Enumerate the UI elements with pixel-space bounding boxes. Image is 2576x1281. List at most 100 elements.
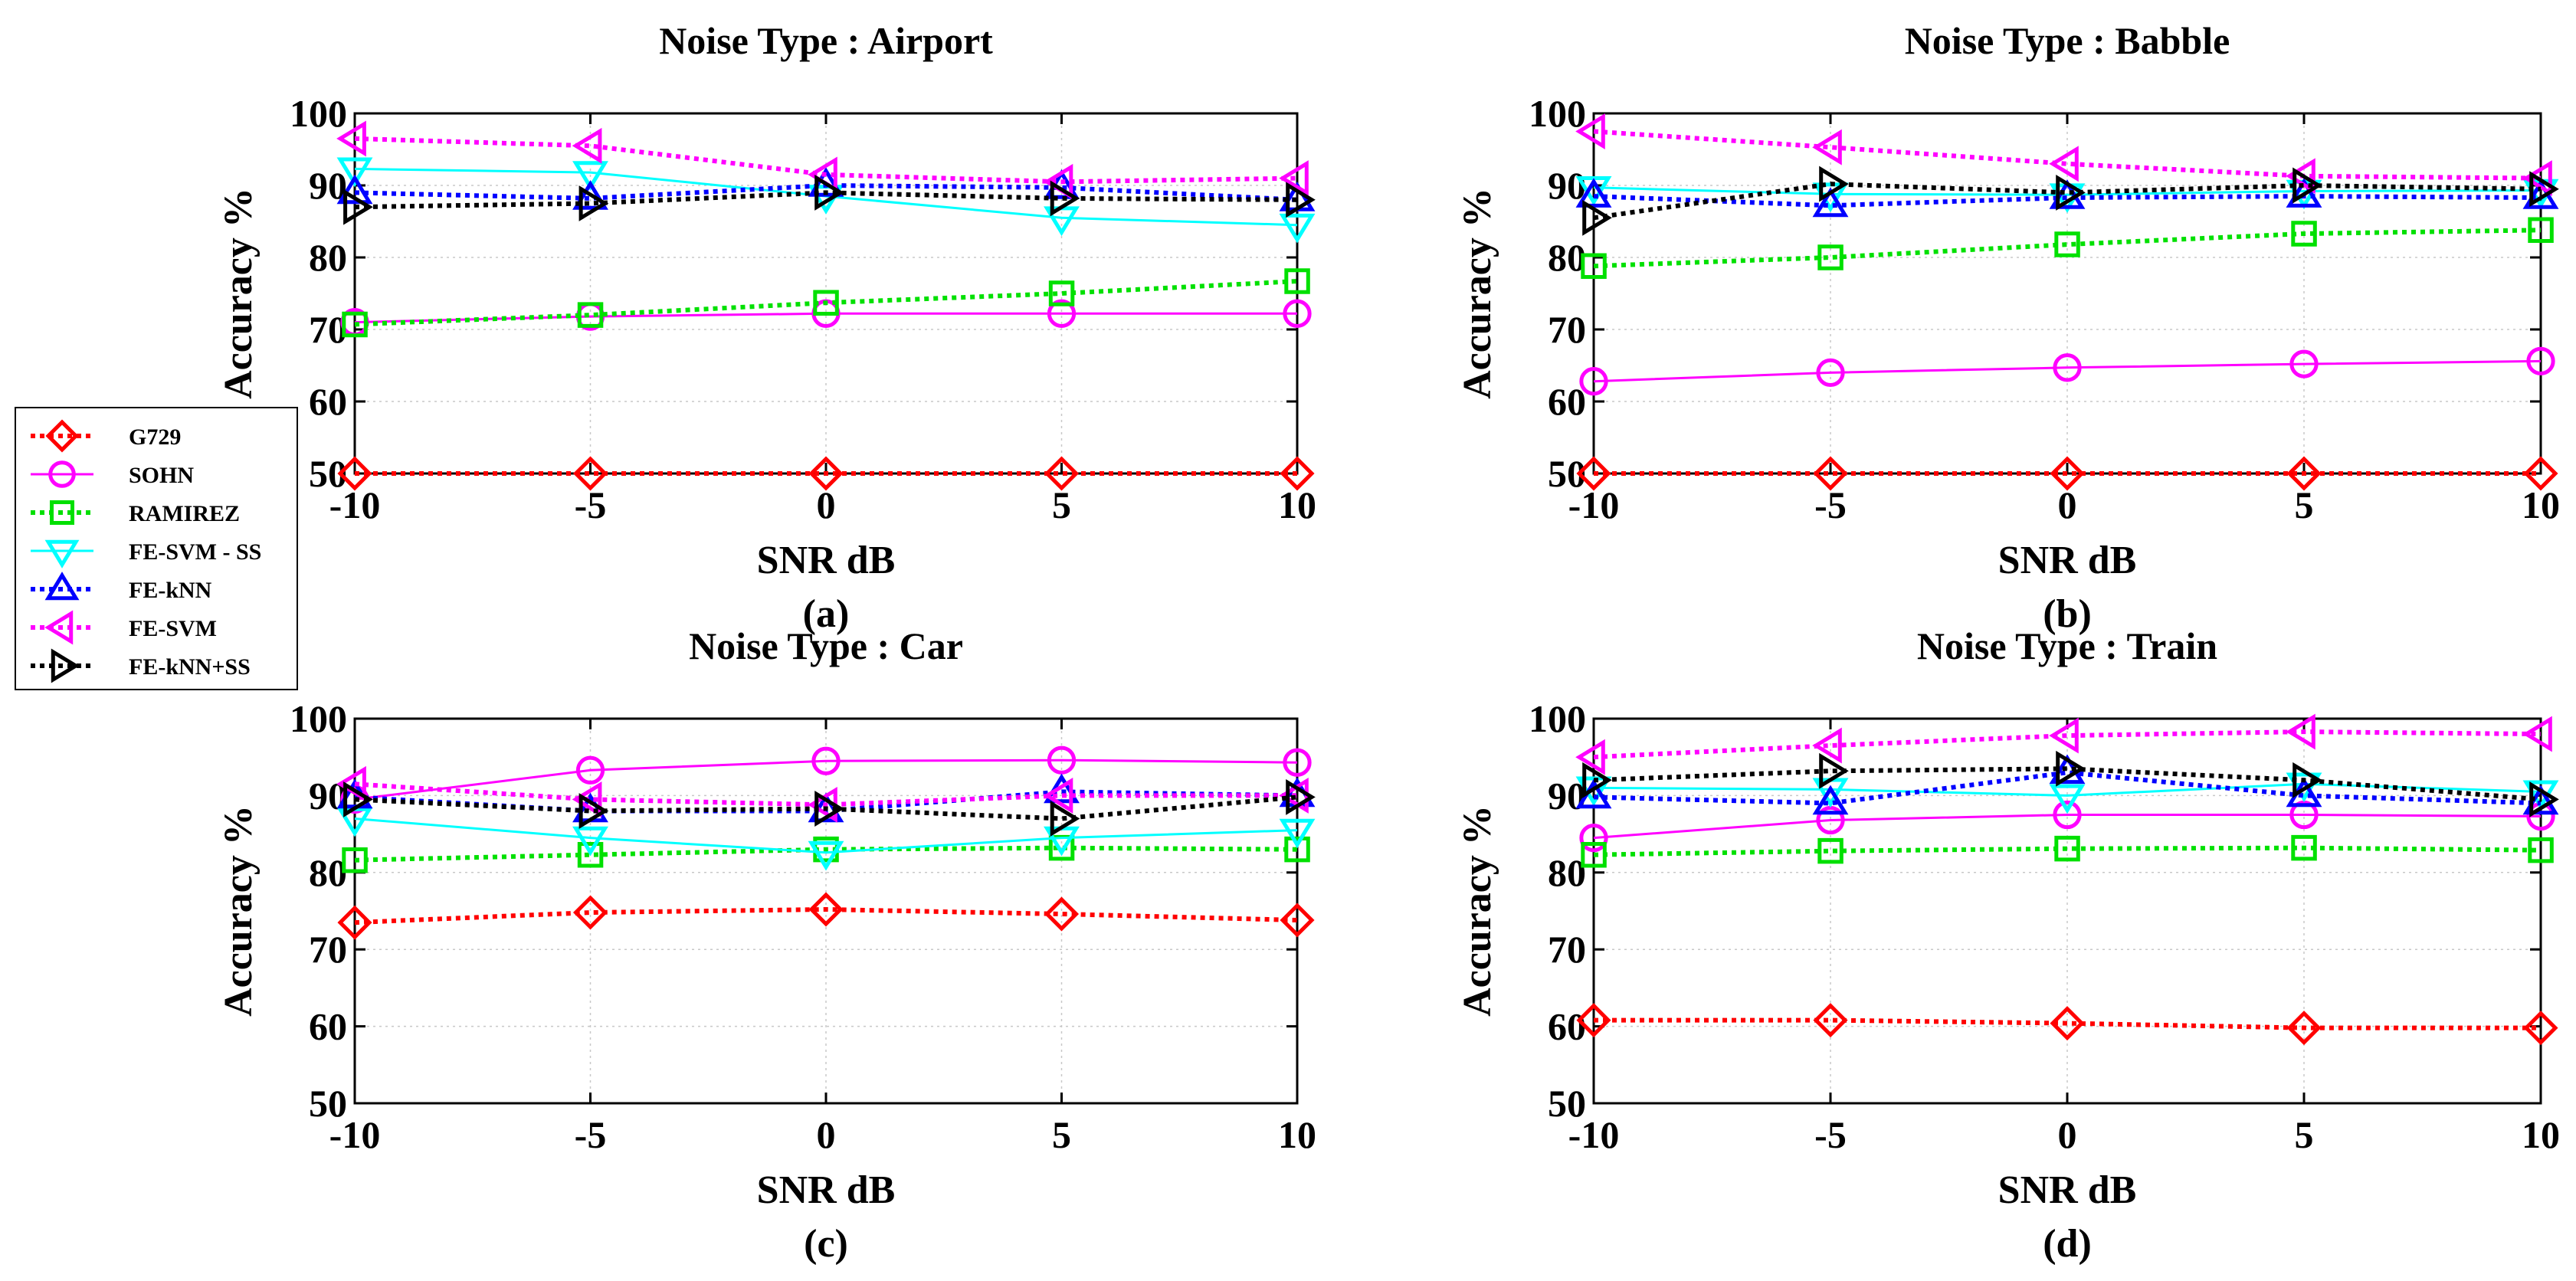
series-ramirez (1581, 834, 2554, 868)
chart-title: Noise Type : Babble (1905, 19, 2230, 62)
data-point (2049, 784, 2086, 814)
data-point (572, 781, 602, 817)
data-point (808, 892, 844, 927)
x-tick-label: 0 (2058, 1113, 2077, 1156)
data-point (813, 290, 839, 316)
series-line (1593, 228, 2542, 269)
data-point (1813, 1003, 1848, 1038)
data-point (2286, 713, 2315, 750)
data-point (2293, 167, 2322, 204)
y-tick-label: 70 (309, 928, 347, 971)
series-line (1593, 766, 2542, 802)
data-point (1286, 778, 1316, 815)
series-ramirez (342, 268, 1310, 338)
series-line (1593, 845, 2542, 857)
y-axis-label: Accuracy % (217, 188, 261, 399)
data-point (1812, 727, 1842, 764)
x-tick-label: 10 (1278, 1113, 1316, 1156)
data-point (1043, 777, 1073, 814)
legend-marker (44, 572, 80, 601)
series-line (354, 279, 1298, 327)
series-line (1593, 359, 2542, 383)
data-point (1816, 805, 1845, 835)
data-point (1579, 367, 1608, 396)
y-tick-label: 80 (309, 851, 347, 894)
legend-label: RAMIREZ (129, 501, 240, 526)
series-line (1593, 182, 2542, 221)
data-point (1576, 1003, 1611, 1038)
y-axis-label: Accuracy % (1456, 188, 1499, 399)
series-line (1593, 770, 2542, 806)
data-point (2523, 456, 2558, 491)
x-tick-label: -10 (1568, 1113, 1620, 1156)
data-point (577, 302, 604, 328)
data-point (2286, 456, 2322, 491)
series-line (1593, 194, 2542, 208)
series-line (354, 136, 1298, 185)
series-ramirez (1581, 217, 2554, 279)
series-fe-svm (336, 765, 1309, 823)
legend-marker (48, 460, 76, 488)
data-point (343, 188, 373, 225)
data-point (2286, 1011, 2322, 1046)
data-point (2529, 781, 2559, 817)
data-point (1812, 187, 1849, 218)
data-point (1816, 358, 1845, 388)
legend-entry: SOHN (31, 460, 194, 488)
data-point (2523, 1011, 2558, 1046)
data-point (337, 456, 372, 491)
data-point (1582, 762, 1612, 798)
series-fe-svm (1575, 713, 2552, 775)
data-point (2526, 346, 2555, 376)
legend-entry: FE-kNN+SS (31, 648, 251, 683)
y-tick-label: 70 (1548, 928, 1586, 971)
series-line (354, 906, 1298, 926)
series-sohn (1579, 346, 2555, 396)
data-point (1813, 456, 1848, 491)
legend-entry: FE-SVM - SS (31, 539, 261, 568)
data-point (1283, 748, 1312, 777)
data-point (1819, 752, 1849, 789)
series-line (354, 758, 1298, 801)
series-g729 (1576, 1003, 2558, 1046)
y-tick-label: 100 (290, 697, 347, 740)
data-point (1280, 903, 1315, 938)
data-point (336, 174, 373, 205)
data-point (572, 180, 608, 210)
data-point (2291, 834, 2317, 861)
series-g729 (337, 892, 1315, 940)
x-tick-label: 5 (2295, 1113, 2314, 1156)
chart-title: Noise Type : Airport (659, 19, 993, 62)
data-point (342, 847, 368, 873)
y-tick-label: 100 (1529, 697, 1586, 740)
legend-label: FE-kNN (129, 578, 212, 603)
data-point (572, 826, 608, 857)
y-tick-label: 100 (290, 92, 347, 135)
legend-label: FE-SVM (129, 616, 217, 641)
data-point (2289, 800, 2319, 830)
grid-lines (1593, 113, 2542, 474)
data-point (814, 174, 844, 211)
data-point (1284, 268, 1310, 294)
data-point (1812, 785, 1849, 815)
x-tick-label: 0 (817, 1113, 836, 1156)
y-tick-label: 70 (1548, 308, 1586, 351)
y-tick-label: 90 (1548, 164, 1586, 207)
data-point (1047, 299, 1077, 328)
data-point (2050, 1006, 2085, 1041)
data-point (1579, 823, 1608, 853)
data-point (337, 905, 372, 940)
legend-label: SOHN (129, 463, 194, 488)
data-point (342, 311, 368, 338)
data-point (343, 781, 373, 817)
y-tick-label: 80 (1548, 851, 1586, 894)
data-point (578, 185, 609, 221)
series-fe-knn-ss (1582, 165, 2559, 236)
series-line (1593, 729, 2542, 760)
x-tick-label: -5 (575, 1113, 607, 1156)
data-point (813, 836, 839, 863)
data-point (336, 120, 366, 157)
data-point (578, 793, 609, 829)
